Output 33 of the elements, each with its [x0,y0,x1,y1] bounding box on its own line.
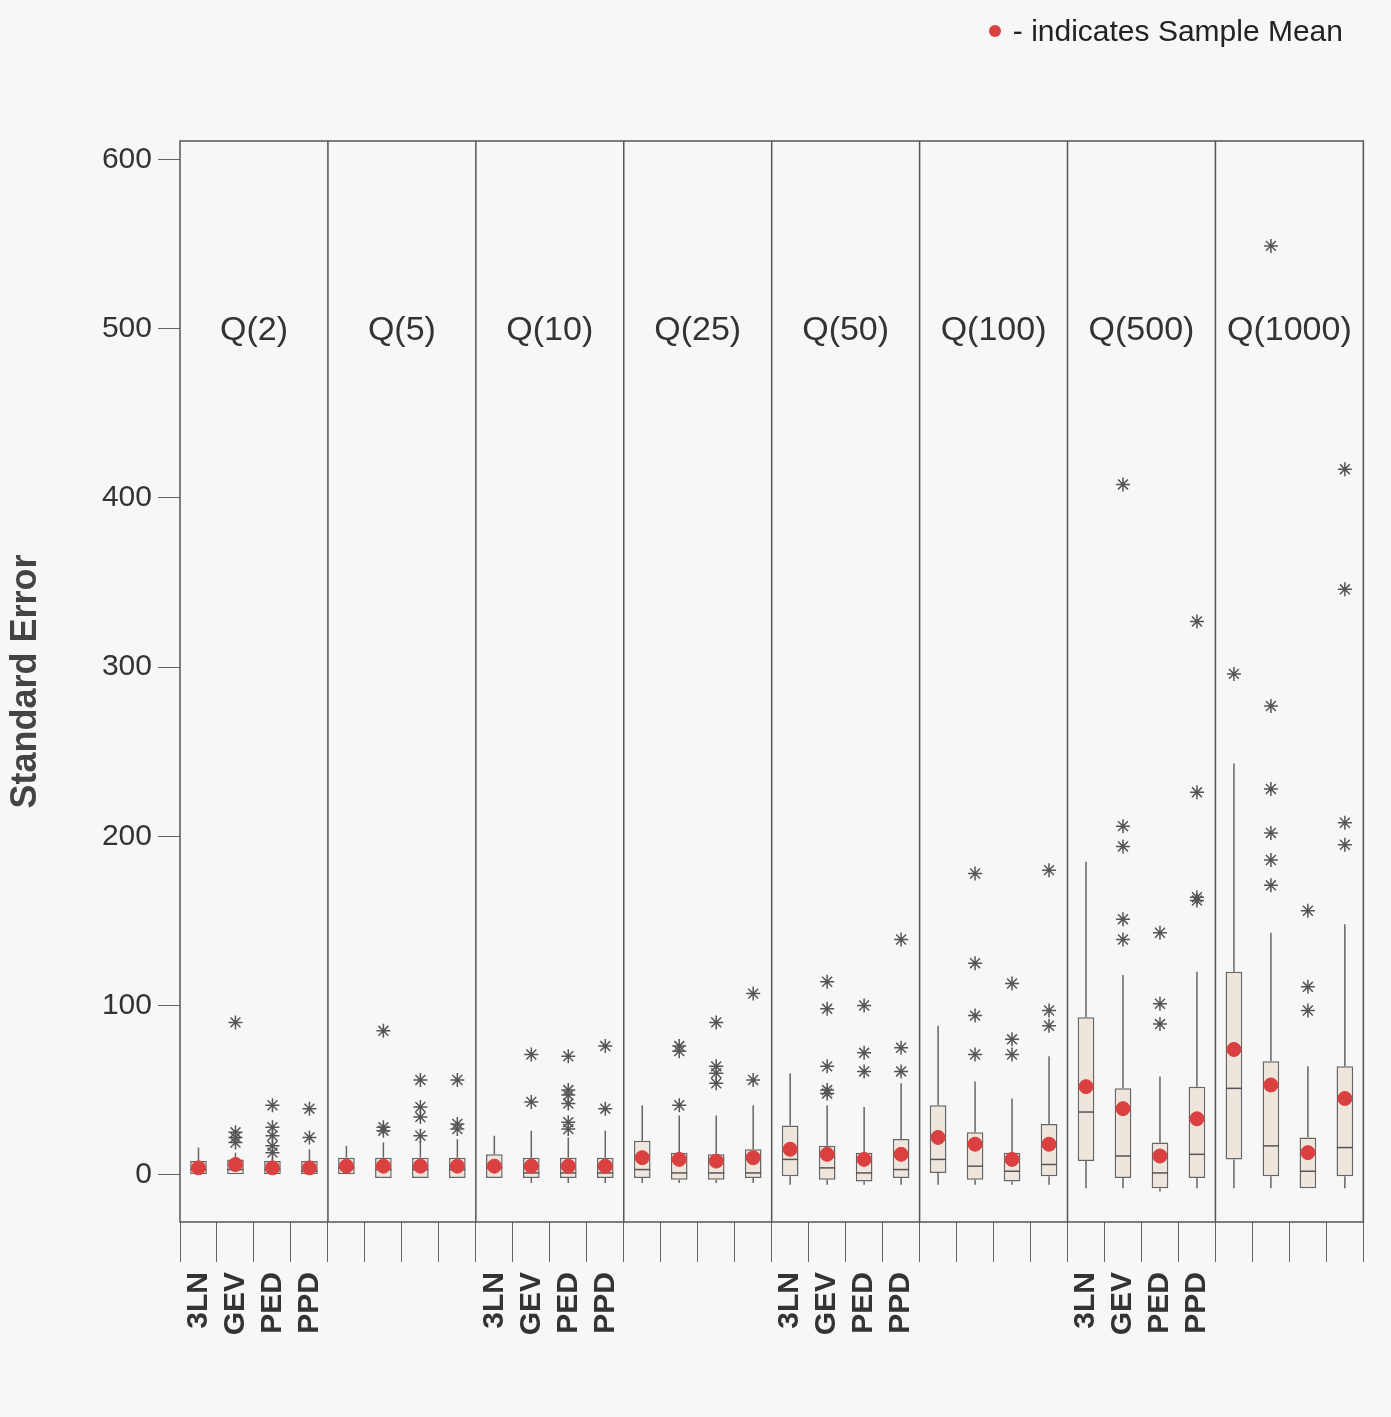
annotation: Q(10) [506,308,594,347]
x-tick-label: PED [845,1272,879,1334]
y-axis-title: Standard Error [2,554,44,809]
x-tick-label: PPD [290,1272,324,1334]
annotation: Q(2) [219,308,288,347]
x-tick-label: 3LN [475,1272,509,1329]
y-tick-label: 500 [101,310,152,344]
x-tick-label: GEV [216,1272,250,1336]
y-tick-label: 300 [101,648,152,682]
y-tick-label: 400 [101,479,152,513]
x-tick-label: PED [549,1272,583,1334]
y-tick-label: 100 [101,986,152,1020]
x-tick-label: 3LN [1067,1272,1101,1329]
annotation: Q(1000) [1227,308,1352,347]
y-tick-label: 600 [101,140,152,174]
y-tick-label: 0 [135,1155,152,1189]
x-tick-label: GEV [1104,1272,1138,1336]
x-tick-label: 3LN [179,1272,213,1329]
x-tick-label: PPD [586,1272,620,1334]
annotation: Q(500) [1088,308,1195,347]
annotation: Q(25) [654,308,742,347]
chart-subtitle: - indicates Sample Mean [1012,14,1343,48]
annotation: Q(5) [367,308,436,347]
x-tick-label: PPD [1178,1272,1212,1334]
x-tick-label: PED [1141,1272,1175,1334]
x-tick-label: GEV [512,1272,546,1336]
annotation: Q(50) [802,308,890,347]
y-tick-label: 200 [101,817,152,851]
annotation: Q(100) [940,308,1047,347]
x-tick-label: 3LN [771,1272,805,1329]
x-tick-label: PPD [882,1272,916,1334]
x-tick-label: GEV [808,1272,842,1336]
x-tick-label: PED [253,1272,287,1334]
